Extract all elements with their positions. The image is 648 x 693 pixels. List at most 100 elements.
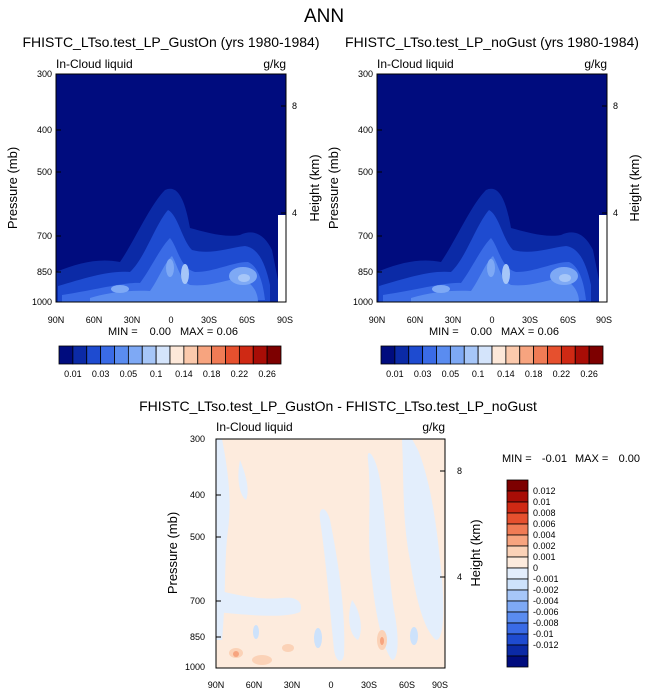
colorbar-swatch <box>408 345 424 365</box>
min-label: MIN = <box>429 326 459 338</box>
x-axis: 90N 60N 30N 0 30S 60S 90S <box>369 315 612 325</box>
colorbar-swatch <box>100 345 115 365</box>
x-tick-label: 0 <box>489 315 494 325</box>
panel-gust-on: FHISTC_LTso.test_LP_GustOn (yrs 1980-198… <box>5 34 322 379</box>
max-value: 0.00 <box>619 453 640 465</box>
colorbar-swatch <box>506 556 529 569</box>
min-value: 0.00 <box>150 326 171 338</box>
colorbar-tick-label: 0.22 <box>553 369 571 379</box>
y-tick-label: 700 <box>37 231 52 241</box>
panel-title: FHISTC_LTso.test_LP_GustOn (yrs 1980-198… <box>23 34 320 50</box>
colorbar-swatch <box>225 345 240 365</box>
max-label: MAX = <box>501 326 534 338</box>
colorbar-tick-label: 0.001 <box>533 552 556 562</box>
colorbar-tick-label: 0.05 <box>442 369 460 379</box>
min-value: -0.01 <box>542 453 567 465</box>
x-tick-label: 0 <box>168 315 173 325</box>
colorbar-swatch <box>422 345 437 365</box>
colorbar-tick-label: 0.14 <box>175 369 193 379</box>
height-tick-label: 4 <box>613 208 618 218</box>
colorbar-swatch <box>560 345 576 365</box>
colorbar-swatch <box>436 345 451 365</box>
max-label: MAX = <box>180 326 213 338</box>
colorbar-swatch <box>574 345 590 365</box>
colorbar-swatch <box>266 345 282 365</box>
y-axis-right-title: Height (km) <box>627 154 642 221</box>
min-value: 0.00 <box>471 326 492 338</box>
x-tick-label: 60S <box>560 315 576 325</box>
height-tick-label: 8 <box>613 101 618 111</box>
min-label: MIN = <box>108 326 138 338</box>
y-axis-right: 8 4 <box>440 466 462 582</box>
panel-no-gust: FHISTC_LTso.test_LP_noGust (yrs 1980-198… <box>326 34 642 379</box>
colorbar-tick-label: 0.01 <box>386 369 404 379</box>
colorbar-swatch <box>506 490 529 503</box>
colorbar-tick-label: 0.03 <box>92 369 110 379</box>
y-axis-left: 300 400 500 700 850 1000 <box>32 69 61 307</box>
x-tick-label: 90N <box>369 315 386 325</box>
colorbar-swatch <box>506 567 529 580</box>
x-tick-label: 90N <box>48 315 65 325</box>
colorbar-swatch <box>169 345 185 365</box>
field-label: In-Cloud liquid <box>56 57 133 71</box>
colorbar-swatch <box>519 345 535 365</box>
max-label: MAX = <box>575 453 608 465</box>
colorbar-swatch <box>506 501 529 514</box>
colorbar-swatch <box>547 345 562 365</box>
y-axis-right-title: Height (km) <box>468 519 483 586</box>
y-axis-title: Pressure (mb) <box>165 512 180 594</box>
y-tick-label: 1000 <box>32 297 52 307</box>
y-tick-label: 500 <box>190 532 205 542</box>
colorbar-swatch <box>588 345 604 365</box>
colorbar-tick-label: 0.01 <box>533 497 551 507</box>
contour-field <box>56 74 286 302</box>
y-axis-right: 8 4 <box>602 101 618 218</box>
colorbar-swatch <box>197 345 213 365</box>
y-axis-left: 300 400 500 700 850 1000 <box>353 69 382 307</box>
x-tick-label: 30N <box>124 315 141 325</box>
colorbar-swatch <box>506 611 529 624</box>
height-tick-label: 8 <box>292 101 297 111</box>
y-tick-label: 1000 <box>185 662 205 672</box>
y-tick-label: 500 <box>358 167 373 177</box>
plot-frame <box>55 73 287 303</box>
y-tick-label: 500 <box>37 167 52 177</box>
colorbar-swatch <box>463 345 479 365</box>
colorbar-tick-label: 0.18 <box>525 369 543 379</box>
colorbar-tick-label: -0.006 <box>533 607 559 617</box>
colorbar-swatch <box>114 345 129 365</box>
colorbar-swatch <box>477 345 493 365</box>
x-tick-label: 30S <box>361 680 377 690</box>
colorbar-tick-label: 0.1 <box>150 369 163 379</box>
plot-frame <box>215 438 446 669</box>
y-tick-label: 700 <box>358 231 373 241</box>
colorbar-tick-label: 0.26 <box>580 369 598 379</box>
x-tick-label: 90N <box>208 680 225 690</box>
y-tick-label: 400 <box>190 490 205 500</box>
x-tick-label: 60N <box>407 315 424 325</box>
y-tick-label: 850 <box>358 267 373 277</box>
colorbar-tick-label: 0.22 <box>231 369 249 379</box>
y-tick-label: 300 <box>190 434 205 444</box>
colorbar-swatch <box>506 655 529 668</box>
contour-field <box>377 74 607 302</box>
units-label: g/kg <box>584 57 607 71</box>
colorbar-swatch <box>211 345 226 365</box>
colorbar-swatch <box>491 345 507 365</box>
colorbar-swatch <box>380 345 396 365</box>
colorbar: 0.01 0.03 0.05 0.1 0.14 0.18 0.22 0.26 <box>380 345 604 379</box>
colorbar: 0.0120.010.0080.0060.0040.0020.0010-0.00… <box>506 479 559 668</box>
contour-field <box>216 439 445 668</box>
y-axis-title: Pressure (mb) <box>5 147 20 229</box>
units-label: g/kg <box>422 420 445 434</box>
colorbar-tick-label: 0.012 <box>533 486 556 496</box>
colorbar-tick-label: -0.012 <box>533 640 559 650</box>
x-tick-label: 60S <box>239 315 255 325</box>
height-tick-label: 8 <box>457 466 462 476</box>
colorbar-swatch <box>58 345 74 365</box>
x-tick-label: 90S <box>596 315 612 325</box>
colorbar-swatch <box>155 345 171 365</box>
x-tick-label: 60S <box>399 680 415 690</box>
y-tick-label: 400 <box>37 125 52 135</box>
